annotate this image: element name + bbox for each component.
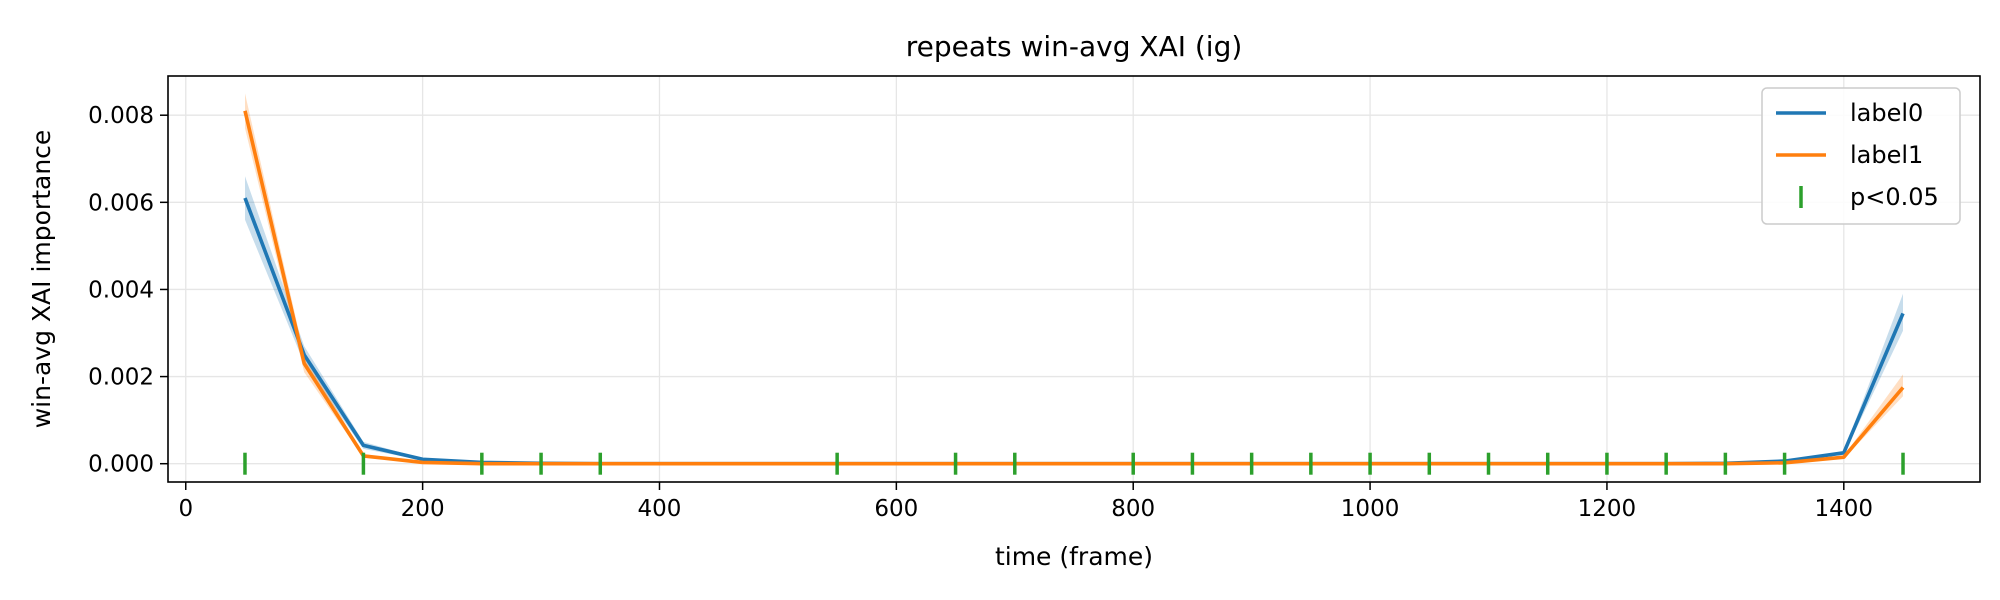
y-tick-label: 0.000 <box>88 452 154 478</box>
series-line-label1 <box>243 110 1905 466</box>
y-tick-label: 0.006 <box>88 190 154 216</box>
x-tick-label: 0 <box>178 496 193 522</box>
significance-markers <box>243 452 1905 475</box>
y-axis-ticks: 0.000 0.002 0.004 0.006 0.008 <box>88 103 168 478</box>
legend: label0 label1 p<0.05 <box>1761 87 1961 225</box>
x-tick-label: 600 <box>874 496 918 522</box>
x-tick-label: 400 <box>638 496 682 522</box>
legend-box <box>1761 87 1961 225</box>
chart-title: repeats win-avg XAI (ig) <box>906 30 1243 63</box>
y-tick-label: 0.008 <box>88 103 154 129</box>
legend-label-significance: p<0.05 <box>1850 183 1939 211</box>
x-tick-label: 1400 <box>1815 496 1874 522</box>
x-axis-ticks: 0 200 400 600 800 1000 1200 1400 <box>178 482 1873 522</box>
plot-frame <box>167 75 1981 483</box>
y-tick-label: 0.002 <box>88 365 154 391</box>
y-axis-label: win-avg XAI importance <box>27 130 56 429</box>
legend-label-label0: label0 <box>1850 99 1923 127</box>
x-tick-label: 800 <box>1111 496 1155 522</box>
x-tick-label: 200 <box>401 496 445 522</box>
x-tick-label: 1000 <box>1341 496 1400 522</box>
series-lines <box>243 110 1905 466</box>
x-axis-label: time (frame) <box>995 542 1153 571</box>
plot-area <box>168 76 1980 482</box>
x-tick-label: 1200 <box>1578 496 1637 522</box>
legend-label-label1: label1 <box>1850 141 1923 169</box>
y-tick-label: 0.004 <box>88 277 154 303</box>
